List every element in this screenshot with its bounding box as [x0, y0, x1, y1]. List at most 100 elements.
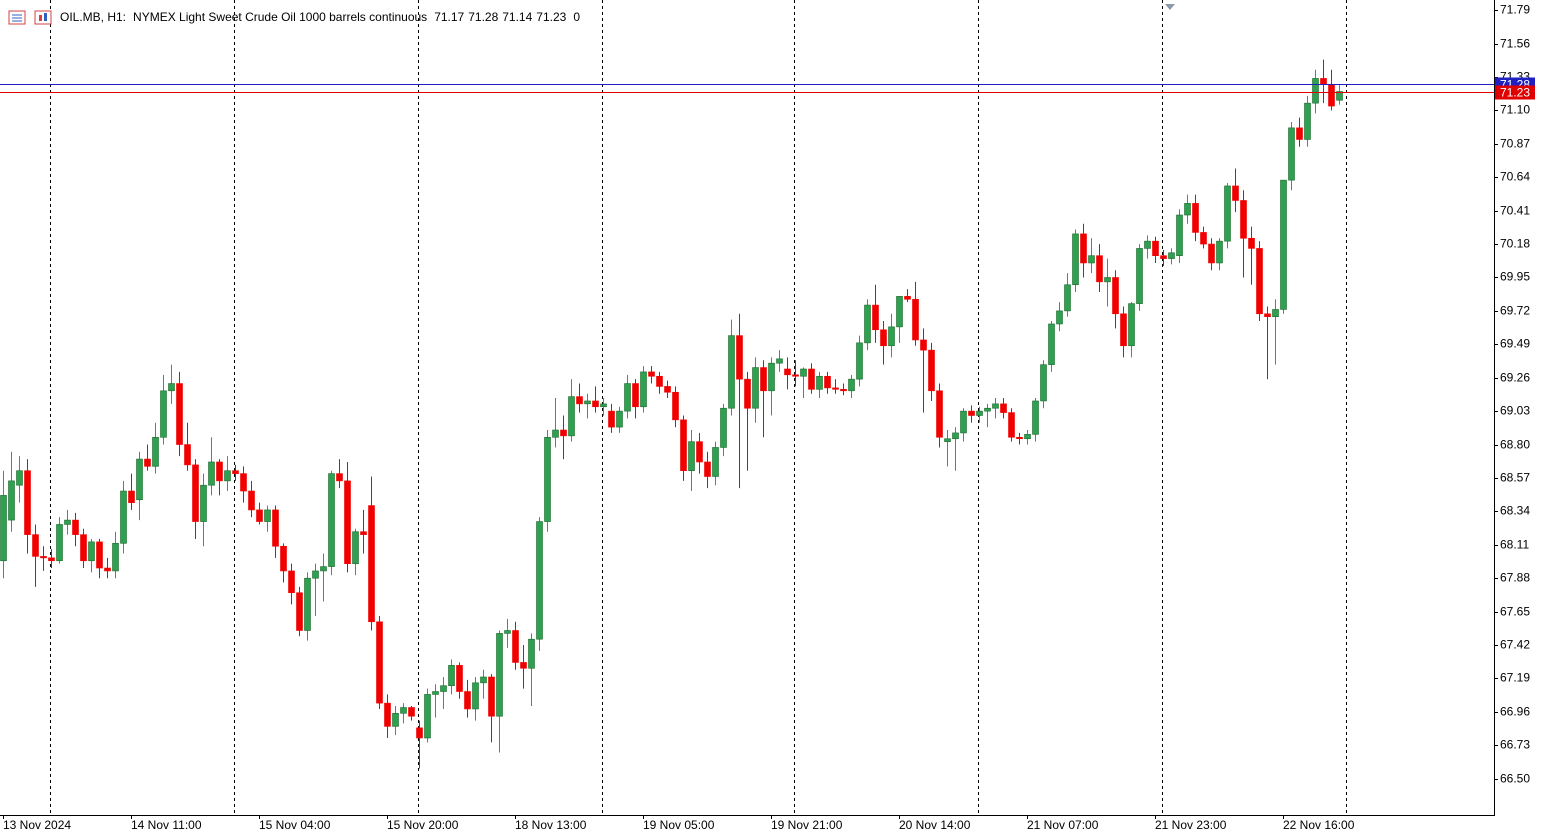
candle-body: [1224, 185, 1231, 242]
candle-body: [288, 570, 295, 594]
candle-body: [944, 438, 951, 442]
candle-body: [272, 509, 279, 547]
candle-body: [304, 577, 311, 631]
candle-body: [472, 682, 479, 710]
candle-body: [808, 368, 815, 390]
y-tick-label: 69.49: [1500, 337, 1530, 351]
candle-body: [200, 484, 207, 522]
icon-detail: [39, 15, 42, 21]
candle-body: [384, 702, 391, 727]
candle-body: [496, 633, 503, 717]
candle-body: [312, 570, 319, 579]
candle-body: [1056, 310, 1063, 325]
x-tick-label: 22 Nov 16:00: [1283, 818, 1355, 832]
candle-body: [512, 630, 519, 663]
candle-body: [8, 480, 15, 521]
x-tick-label: 15 Nov 04:00: [259, 818, 331, 832]
candle-body: [24, 470, 31, 535]
candle-body: [640, 371, 647, 408]
candle-body: [936, 390, 943, 438]
candle-body: [1192, 203, 1199, 233]
candle-body: [896, 296, 903, 328]
candle-body: [616, 410, 623, 428]
header-close: 71.23: [536, 10, 566, 24]
candle-body: [120, 490, 127, 544]
x-tick-label: 15 Nov 20:00: [387, 818, 459, 832]
candle-body: [48, 557, 55, 562]
candle-body: [864, 304, 871, 344]
candle-body: [504, 630, 511, 634]
candle-body: [72, 519, 79, 535]
x-tick-label: 14 Nov 11:00: [131, 818, 202, 832]
candle-body: [232, 470, 239, 474]
y-tick-label: 71.79: [1500, 3, 1530, 17]
candle-body: [1112, 277, 1119, 315]
candle-body: [1288, 127, 1295, 181]
candle-body: [16, 470, 23, 486]
x-tick-label: 21 Nov 23:00: [1155, 818, 1227, 832]
candle-body: [816, 375, 823, 390]
candle-body: [704, 461, 711, 477]
candle-body: [344, 480, 351, 564]
candle-body: [176, 383, 183, 445]
candle-body: [1032, 400, 1039, 435]
candle-body: [664, 386, 671, 393]
x-tick-label: 19 Nov 21:00: [771, 818, 843, 832]
candle-body: [80, 534, 87, 562]
candle-body: [1016, 436, 1023, 440]
y-tick-label: 66.96: [1500, 705, 1530, 719]
y-tick-label: 67.88: [1500, 571, 1530, 585]
candle-body: [96, 541, 103, 569]
candle-body: [1136, 248, 1143, 304]
candle-body: [584, 400, 591, 405]
y-tick-label: 67.19: [1500, 671, 1530, 685]
y-tick-label: 66.73: [1500, 738, 1530, 752]
candle-body: [88, 541, 95, 562]
candle-body: [1248, 237, 1255, 249]
candle-body: [1008, 412, 1015, 438]
candle-body: [136, 458, 143, 501]
candle-body: [648, 371, 655, 377]
candle-body: [696, 441, 703, 463]
candle-body: [424, 694, 431, 739]
candle-body: [1048, 323, 1055, 365]
candle-body: [552, 429, 559, 438]
candle-body: [336, 473, 343, 482]
candle-body: [1096, 255, 1103, 283]
candle-body: [1128, 303, 1135, 347]
candle-body: [40, 556, 47, 559]
candle-body: [1264, 313, 1271, 318]
candle-body: [736, 335, 743, 380]
candle-body: [352, 531, 359, 564]
header-spread: 0: [573, 10, 580, 24]
candle-body: [456, 665, 463, 692]
candle-body: [840, 389, 847, 392]
candle-body: [1200, 232, 1207, 245]
candle-body: [1104, 277, 1111, 283]
candle-body: [752, 367, 759, 409]
candle-body: [1256, 248, 1263, 315]
candle-body: [360, 531, 367, 535]
day-separators: [50, 0, 1347, 815]
candle-body: [1176, 214, 1183, 256]
icon-chart[interactable]: [34, 10, 52, 25]
candle-body: [976, 410, 983, 416]
candle-body: [1296, 127, 1303, 140]
y-tick-label: 70.64: [1500, 170, 1530, 184]
candle-body: [544, 436, 551, 522]
candle-body: [760, 367, 767, 392]
y-tick-label: 70.18: [1500, 237, 1530, 251]
candle-body: [632, 383, 639, 408]
header-low: 71.14: [502, 10, 532, 24]
candle-body: [400, 707, 407, 714]
x-tick-label: 18 Nov 13:00: [515, 818, 587, 832]
candle-body: [1024, 434, 1031, 440]
candle-body: [1184, 203, 1191, 216]
candle-body: [528, 638, 535, 669]
candle-body: [720, 407, 727, 448]
candle-body: [600, 403, 607, 408]
candle-body: [376, 621, 383, 704]
candle-body: [904, 296, 911, 300]
candle-body: [192, 464, 199, 522]
